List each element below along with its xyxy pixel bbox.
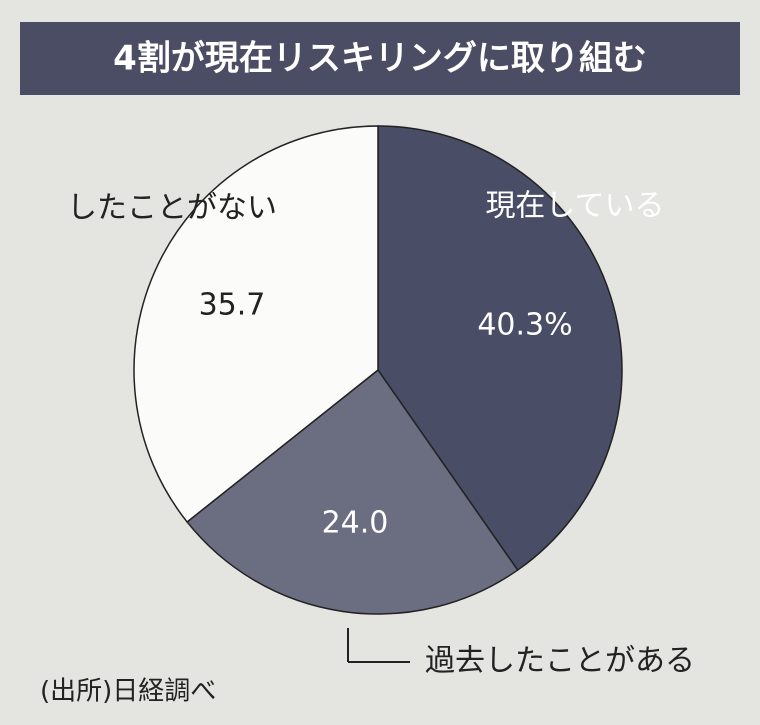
source: (出所)日経調べ	[40, 677, 216, 707]
chart-title: 4割が現在リスキリングに取り組む	[113, 39, 647, 79]
pie-slice	[186, 368, 519, 615]
pie-slice	[133, 125, 379, 524]
pie-slice	[377, 125, 623, 572]
category-label: 過去したことがある	[425, 644, 695, 679]
value-label: 24.0	[322, 506, 389, 541]
value-label: 35.7	[199, 288, 266, 323]
category-label: したことがない	[67, 191, 277, 226]
title-bar	[20, 22, 740, 95]
value-label: 40.3%	[477, 308, 572, 343]
category-label: 現在している	[485, 189, 664, 224]
